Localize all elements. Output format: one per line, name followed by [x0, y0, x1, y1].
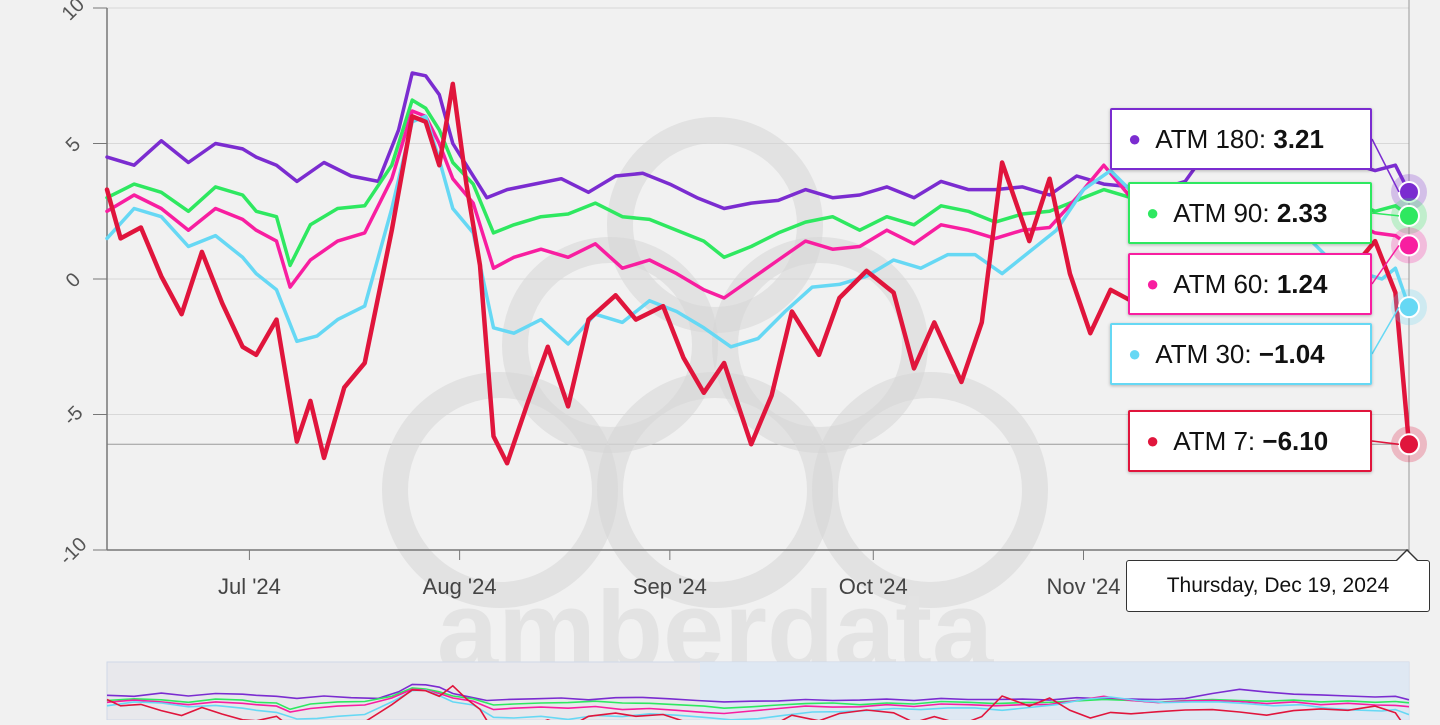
tooltip-connector: [1371, 244, 1400, 285]
hover-date-text: Thursday, Dec 19, 2024: [1166, 574, 1390, 597]
watermark-ring: [812, 372, 1048, 608]
watermark-ring: [382, 372, 618, 608]
series-dot-icon: ●: [1146, 200, 1160, 225]
tooltip-series-name: ATM 30:: [1155, 338, 1259, 369]
tooltip-series-name: ATM 90:: [1173, 197, 1277, 228]
tooltip-series-value: 2.33: [1276, 197, 1328, 228]
tooltip-atm-7: ● ATM 7: −6.10: [1128, 410, 1372, 472]
x-tick-label: Sep '24: [633, 574, 707, 599]
watermark-ring: [597, 372, 833, 608]
hover-marker-atm-90: [1398, 204, 1420, 227]
navigator-series-line: [106, 689, 1410, 721]
series-dot-icon: ●: [1146, 428, 1160, 453]
tooltip-connector: [1371, 138, 1400, 193]
series-line-atm-180: [105, 71, 1411, 211]
y-tick-label: 0: [62, 269, 85, 292]
y-tick-label: 10: [58, 0, 89, 25]
series-dot-icon: ●: [1146, 271, 1160, 296]
y-tick-label: -10: [55, 533, 91, 569]
tooltip-connector: [1371, 212, 1400, 217]
tooltip-series-name: ATM 180:: [1155, 123, 1274, 154]
navigator-selection[interactable]: [700, 662, 1409, 720]
navigator-series-line: [106, 688, 1410, 715]
tooltip-series-name: ATM 60:: [1173, 268, 1277, 299]
x-tick-label: Oct '24: [839, 574, 908, 599]
tooltip-series-value: −1.04: [1258, 338, 1325, 369]
tooltip-atm-180: ● ATM 180: 3.21: [1110, 108, 1372, 170]
x-tick-label: Jul '24: [218, 574, 281, 599]
hover-marker-atm-30: [1398, 296, 1420, 319]
hover-markers-layer: [1371, 138, 1427, 463]
y-tick-label: 5: [62, 133, 85, 156]
hover-marker-atm-60: [1398, 234, 1420, 257]
y-tick-label: -5: [59, 402, 87, 430]
hover-marker-atm-7: [1398, 433, 1420, 456]
tooltip-atm-90: ● ATM 90: 2.33: [1128, 182, 1372, 244]
tooltip-series-value: −6.10: [1262, 425, 1329, 456]
range-navigator[interactable]: [106, 661, 1410, 725]
tooltip-atm-30: ● ATM 30: −1.04: [1110, 323, 1372, 385]
tooltip-connector: [1371, 440, 1400, 446]
series-dot-icon: ●: [1128, 126, 1142, 151]
tooltip-series-value: 1.24: [1276, 268, 1328, 299]
x-tick-label: Aug '24: [423, 574, 497, 599]
watermark-ring: [607, 117, 823, 333]
x-tick-label: Nov '24: [1047, 574, 1121, 599]
tooltip-series-name: ATM 7:: [1173, 425, 1263, 456]
tooltip-series-value: 3.21: [1273, 123, 1324, 154]
hover-date-label: Thursday, Dec 19, 2024: [1126, 549, 1430, 612]
tooltip-atm-60: ● ATM 60: 1.24: [1128, 253, 1372, 315]
series-dot-icon: ●: [1128, 341, 1142, 366]
navigator-series-line: [106, 683, 1410, 703]
tooltip-connector: [1371, 306, 1400, 355]
